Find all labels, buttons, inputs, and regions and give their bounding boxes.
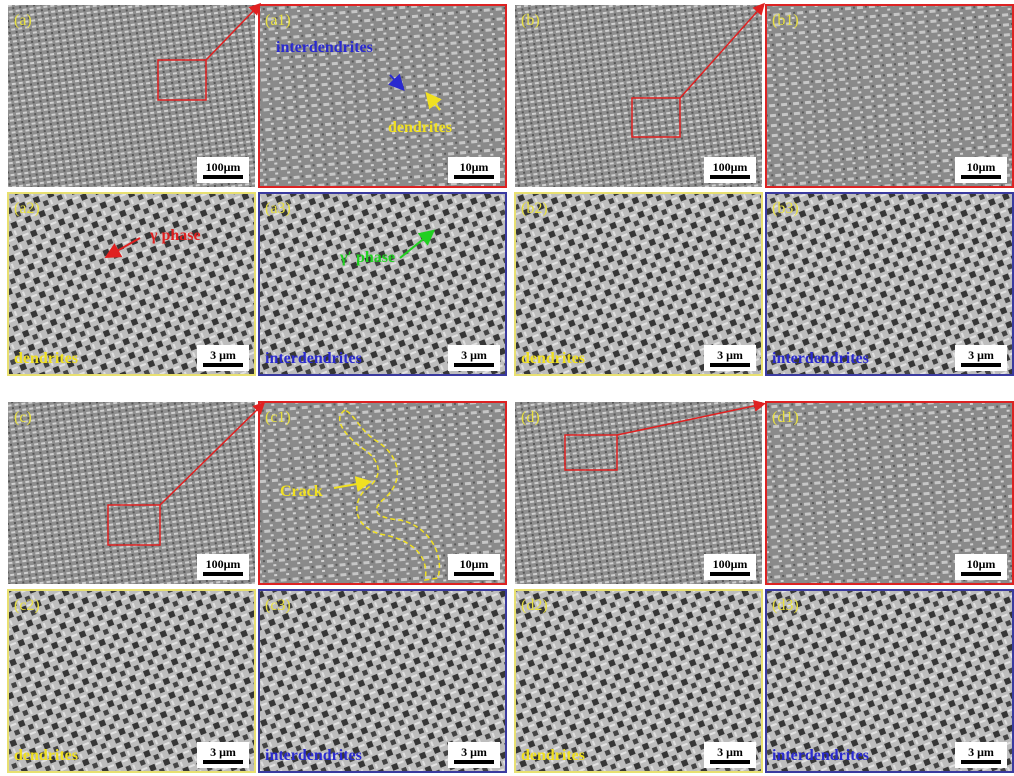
panel-label: (b2) bbox=[521, 200, 548, 217]
region-caption: interdendrites bbox=[772, 350, 869, 367]
scale-bar-label: 100μm bbox=[206, 160, 241, 174]
micrograph bbox=[258, 589, 507, 773]
annotation: Crack bbox=[280, 483, 323, 500]
micrograph bbox=[765, 192, 1014, 376]
scale-bar bbox=[454, 760, 494, 764]
scale-bar-label: 3 μm bbox=[968, 348, 994, 362]
micrograph bbox=[7, 589, 256, 773]
panel-label: (d3) bbox=[772, 597, 799, 614]
scale-bar bbox=[710, 175, 750, 179]
micrograph bbox=[765, 589, 1014, 773]
zoom-connector bbox=[616, 400, 766, 436]
zoom-connector bbox=[205, 2, 262, 61]
micrograph bbox=[258, 192, 507, 376]
scale-bar bbox=[454, 363, 494, 367]
panel-label: (a2) bbox=[14, 200, 40, 217]
micrograph bbox=[765, 401, 1014, 585]
micrograph bbox=[765, 4, 1014, 188]
scale-bar-label: 3 μm bbox=[461, 745, 487, 759]
annotation: dendrites bbox=[388, 119, 452, 136]
region-caption: dendrites bbox=[521, 350, 585, 367]
scale-bar bbox=[203, 760, 243, 764]
panel-label: (c3) bbox=[265, 597, 291, 614]
panel-label: (b) bbox=[521, 12, 540, 29]
scale-bar-label: 10μm bbox=[460, 160, 489, 174]
panel-label: (d1) bbox=[772, 409, 799, 426]
scale-bar bbox=[454, 572, 494, 576]
scale-bar-label: 3 μm bbox=[461, 348, 487, 362]
micrograph bbox=[7, 192, 256, 376]
scale-bar bbox=[203, 572, 243, 576]
zoom-connector bbox=[679, 2, 765, 99]
scale-bar bbox=[961, 760, 1001, 764]
scale-bar-label: 100μm bbox=[713, 557, 748, 571]
zoom-connector bbox=[159, 401, 266, 506]
zoom-box bbox=[564, 434, 618, 471]
panel-label: (b1) bbox=[772, 12, 799, 29]
scale-bar bbox=[710, 572, 750, 576]
scale-bar bbox=[454, 175, 494, 179]
scale-bar-label: 3 μm bbox=[210, 348, 236, 362]
micrograph bbox=[514, 589, 763, 773]
micrograph bbox=[258, 4, 507, 188]
panel-label: (d) bbox=[521, 409, 540, 426]
panel-label: (c) bbox=[14, 409, 32, 426]
annotation: interdendrites bbox=[276, 39, 373, 56]
region-caption: interdendrites bbox=[265, 350, 362, 367]
annotation-arrow bbox=[387, 73, 405, 91]
zoom-box bbox=[631, 97, 681, 138]
region-caption: dendrites bbox=[14, 350, 78, 367]
micrograph bbox=[515, 402, 762, 584]
micrograph bbox=[8, 402, 255, 584]
annotation-arrow bbox=[104, 237, 141, 258]
annotation-arrow bbox=[333, 476, 372, 492]
scale-bar-label: 3 μm bbox=[210, 745, 236, 759]
scale-bar-label: 10μm bbox=[967, 557, 996, 571]
annotation: γ phase bbox=[149, 227, 201, 244]
scale-bar-label: 100μm bbox=[713, 160, 748, 174]
scale-bar-label: 100μm bbox=[206, 557, 241, 571]
scale-bar bbox=[961, 572, 1001, 576]
panel-label: (c2) bbox=[14, 597, 40, 614]
annotation: γ′ phase bbox=[339, 249, 395, 266]
region-caption: interdendrites bbox=[772, 747, 869, 764]
panel-label: (b3) bbox=[772, 200, 799, 217]
scale-bar bbox=[961, 175, 1001, 179]
micrograph bbox=[515, 5, 762, 187]
micrograph bbox=[258, 401, 507, 585]
micrograph bbox=[514, 192, 763, 376]
scale-bar bbox=[710, 760, 750, 764]
zoom-box bbox=[157, 59, 207, 101]
region-caption: dendrites bbox=[14, 747, 78, 764]
scale-bar-label: 10μm bbox=[967, 160, 996, 174]
scale-bar bbox=[203, 363, 243, 367]
scale-bar-label: 3 μm bbox=[717, 745, 743, 759]
panel-label: (a) bbox=[14, 12, 32, 29]
panel-label: (d2) bbox=[521, 597, 548, 614]
scale-bar-label: 3 μm bbox=[968, 745, 994, 759]
micrograph bbox=[8, 5, 255, 187]
scale-bar bbox=[203, 175, 243, 179]
scale-bar-label: 3 μm bbox=[717, 348, 743, 362]
zoom-box bbox=[107, 504, 161, 546]
panel-label: (a3) bbox=[265, 200, 291, 217]
region-caption: dendrites bbox=[521, 747, 585, 764]
scale-bar bbox=[710, 363, 750, 367]
region-caption: interdendrites bbox=[265, 747, 362, 764]
scale-bar-label: 10μm bbox=[460, 557, 489, 571]
scale-bar bbox=[961, 363, 1001, 367]
annotation-arrow bbox=[425, 91, 442, 111]
annotation-arrow bbox=[399, 229, 436, 259]
panel-label: (c1) bbox=[265, 409, 291, 426]
panel-label: (a1) bbox=[265, 12, 291, 29]
